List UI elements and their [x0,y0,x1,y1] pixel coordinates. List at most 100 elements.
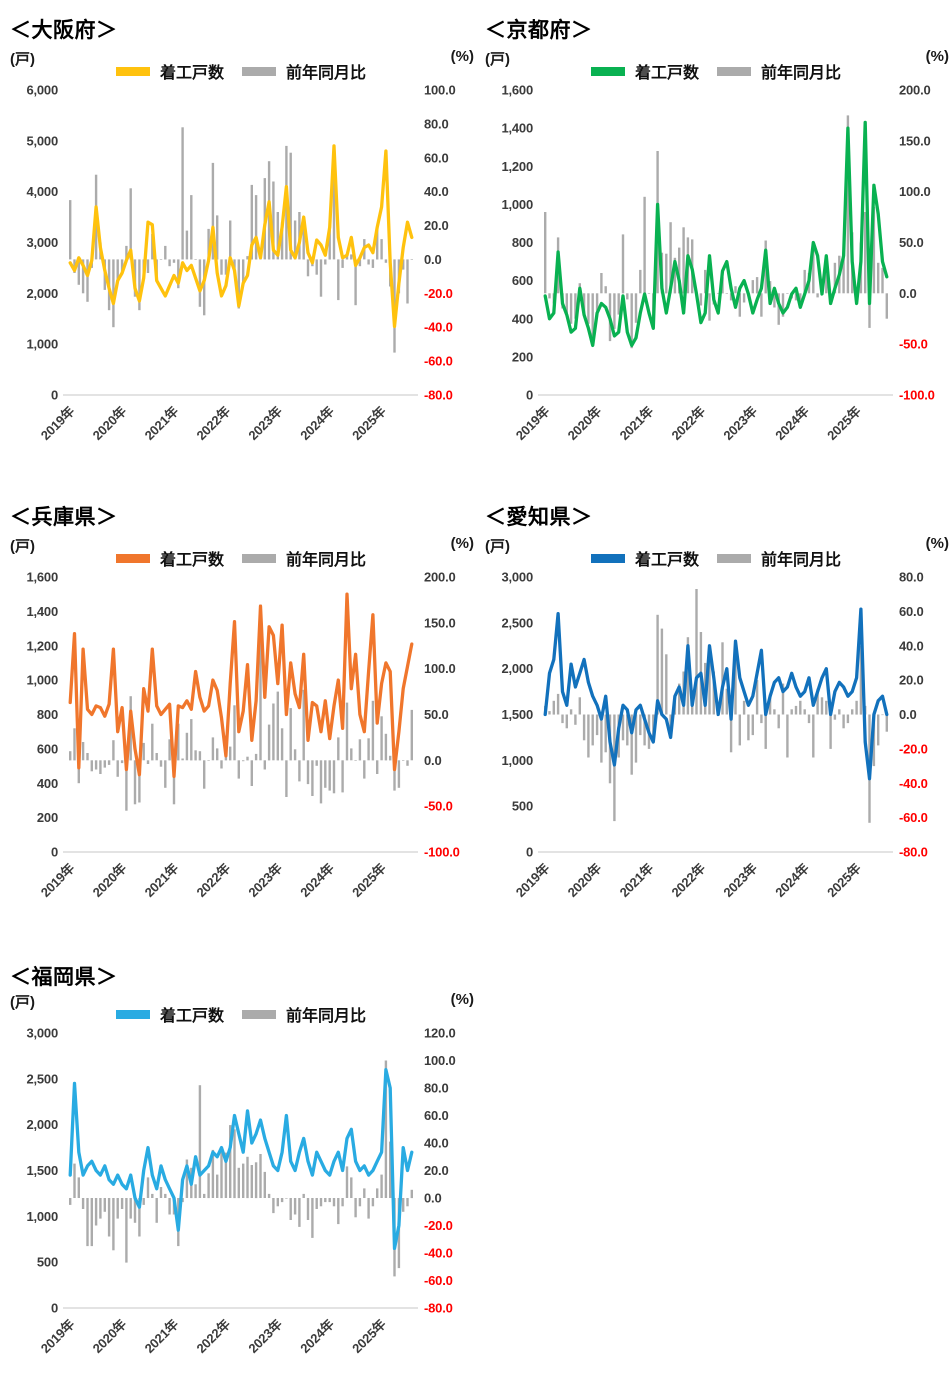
svg-text:2019年: 2019年 [38,860,78,900]
svg-text:500: 500 [37,1255,58,1270]
svg-text:1,000: 1,000 [26,337,58,352]
svg-text:200: 200 [512,349,533,364]
svg-text:100.0: 100.0 [424,1053,456,1068]
svg-text:2020年: 2020年 [90,403,130,443]
svg-text:3,000: 3,000 [26,235,58,250]
x-axis-labels: 2019年 2020年 2021年 2022年 2023年 2024年 2025年 [38,1316,389,1356]
svg-text:1,000: 1,000 [501,197,533,212]
svg-text:60.0: 60.0 [899,604,924,619]
left-axis-unit: (戸) [485,538,510,555]
svg-text:600: 600 [37,741,58,756]
svg-text:0: 0 [526,388,533,403]
svg-text:1,500: 1,500 [26,1163,58,1178]
left-axis-ticks: 0 200 400 600 800 1,000 1,200 1,400 1,600 [26,570,58,860]
svg-text:0.0: 0.0 [424,252,441,267]
svg-text:150.0: 150.0 [424,615,456,630]
chart-area: (戸) (%) 0 200 400 600 800 1,000 1,200 1,400 1,60… [483,48,949,462]
left-axis-unit: (戸) [10,994,35,1011]
left-axis-unit: (戸) [10,51,35,68]
svg-text:800: 800 [512,235,533,250]
svg-text:2021年: 2021年 [142,1316,182,1356]
svg-text:-60.0: -60.0 [899,810,928,825]
svg-text:-40.0: -40.0 [899,776,928,791]
svg-text:60.0: 60.0 [424,150,449,165]
svg-text:0: 0 [51,388,58,403]
svg-text:40.0: 40.0 [424,184,449,199]
svg-text:0.0: 0.0 [424,753,441,768]
svg-text:400: 400 [512,311,533,326]
left-axis-ticks: 0 500 1,000 1,500 2,000 2,500 3,000 [501,570,533,860]
right-axis-unit: (%) [450,991,474,1008]
svg-text:2020年: 2020年 [565,860,605,900]
svg-text:50.0: 50.0 [899,235,924,250]
left-axis-unit: (戸) [10,538,35,555]
svg-text:0.0: 0.0 [899,707,916,722]
svg-text:20.0: 20.0 [424,218,449,233]
svg-text:2024年: 2024年 [297,860,337,900]
svg-text:60.0: 60.0 [424,1108,449,1123]
svg-text:1,200: 1,200 [26,638,58,653]
svg-text:20.0: 20.0 [899,673,924,688]
svg-text:2020年: 2020年 [90,1316,130,1356]
svg-text:0.0: 0.0 [899,286,916,301]
svg-text:1,600: 1,600 [501,83,533,98]
chart-title: ＜大阪府＞ [10,19,118,42]
svg-text:800: 800 [37,707,58,722]
svg-text:2019年: 2019年 [38,1316,78,1356]
svg-text:3,000: 3,000 [26,1026,58,1041]
svg-text:100.0: 100.0 [899,184,931,199]
svg-text:2020年: 2020年 [90,860,130,900]
starts-line [68,144,414,329]
left-axis-ticks: 0 1,000 2,000 3,000 4,000 5,000 6,000 [26,83,58,403]
svg-text:2022年: 2022年 [668,860,708,900]
svg-text:2,000: 2,000 [26,1117,58,1132]
starts-line [543,607,889,781]
svg-text:2022年: 2022年 [193,1316,233,1356]
chart-block-aichi: ＜愛知県＞ (戸) (%) 0 500 1,000 1,500 2,000 2,500 3,… [475,487,950,953]
x-axis-labels: 2019年 2020年 2021年 2022年 2023年 2024年 2025年 [513,860,864,900]
chart-block-kyoto: ＜京都府＞ (戸) (%) 0 200 400 600 800 1,000 1,200 1,4… [475,0,950,487]
svg-text:2023年: 2023年 [245,860,285,900]
svg-text:2020年: 2020年 [565,403,605,443]
svg-text:200.0: 200.0 [424,570,456,585]
left-axis-ticks: 0 500 1,000 1,500 2,000 2,500 3,000 [26,1026,58,1316]
right-axis-ticks: -100.0 -50.0 0.0 50.0 100.0 150.0 200.0 [424,570,460,860]
svg-text:2023年: 2023年 [720,403,760,443]
chart-area: (戸) (%) 0 500 1,000 1,500 2,000 2,500 3,000 -80… [8,991,474,1375]
right-axis-ticks: -100.0 -50.0 0.0 50.0 100.0 150.0 200.0 [899,83,935,403]
right-axis-unit: (%) [450,535,474,552]
svg-text:-60.0: -60.0 [424,354,453,369]
svg-text:5,000: 5,000 [26,133,58,148]
x-axis-labels: 2019年 2020年 2021年 2022年 2023年 2024年 2025年 [513,403,864,443]
svg-text:2025年: 2025年 [349,860,389,900]
svg-text:2021年: 2021年 [142,403,182,443]
svg-text:3,000: 3,000 [501,570,533,585]
x-axis-labels: 2019年 2020年 2021年 2022年 2023年 2024年 2025年 [38,860,389,900]
svg-text:40.0: 40.0 [899,638,924,653]
svg-text:2025年: 2025年 [824,860,864,900]
svg-text:-60.0: -60.0 [424,1273,453,1288]
svg-text:1,000: 1,000 [26,1209,58,1224]
chart-title: ＜兵庫県＞ [10,506,118,529]
svg-text:-50.0: -50.0 [424,799,453,814]
svg-text:2021年: 2021年 [617,860,657,900]
svg-text:2019年: 2019年 [513,860,553,900]
svg-text:0: 0 [526,845,533,860]
svg-text:1,000: 1,000 [26,673,58,688]
svg-text:400: 400 [37,776,58,791]
svg-text:500: 500 [512,799,533,814]
svg-text:2022年: 2022年 [193,860,233,900]
svg-text:2022年: 2022年 [193,403,233,443]
chart-area: (戸) (%) 0 200 400 600 800 1,000 1,200 1,400 1,60… [8,535,474,919]
svg-text:2023年: 2023年 [720,860,760,900]
chart-title: ＜愛知県＞ [485,506,593,529]
svg-text:2021年: 2021年 [617,403,657,443]
svg-text:2025年: 2025年 [349,1316,389,1356]
svg-text:1,200: 1,200 [501,159,533,174]
svg-text:0: 0 [51,1301,58,1316]
svg-text:2019年: 2019年 [38,403,78,443]
svg-text:80.0: 80.0 [899,570,924,585]
svg-text:20.0: 20.0 [424,1163,449,1178]
chart-title: ＜福岡県＞ [10,966,118,989]
